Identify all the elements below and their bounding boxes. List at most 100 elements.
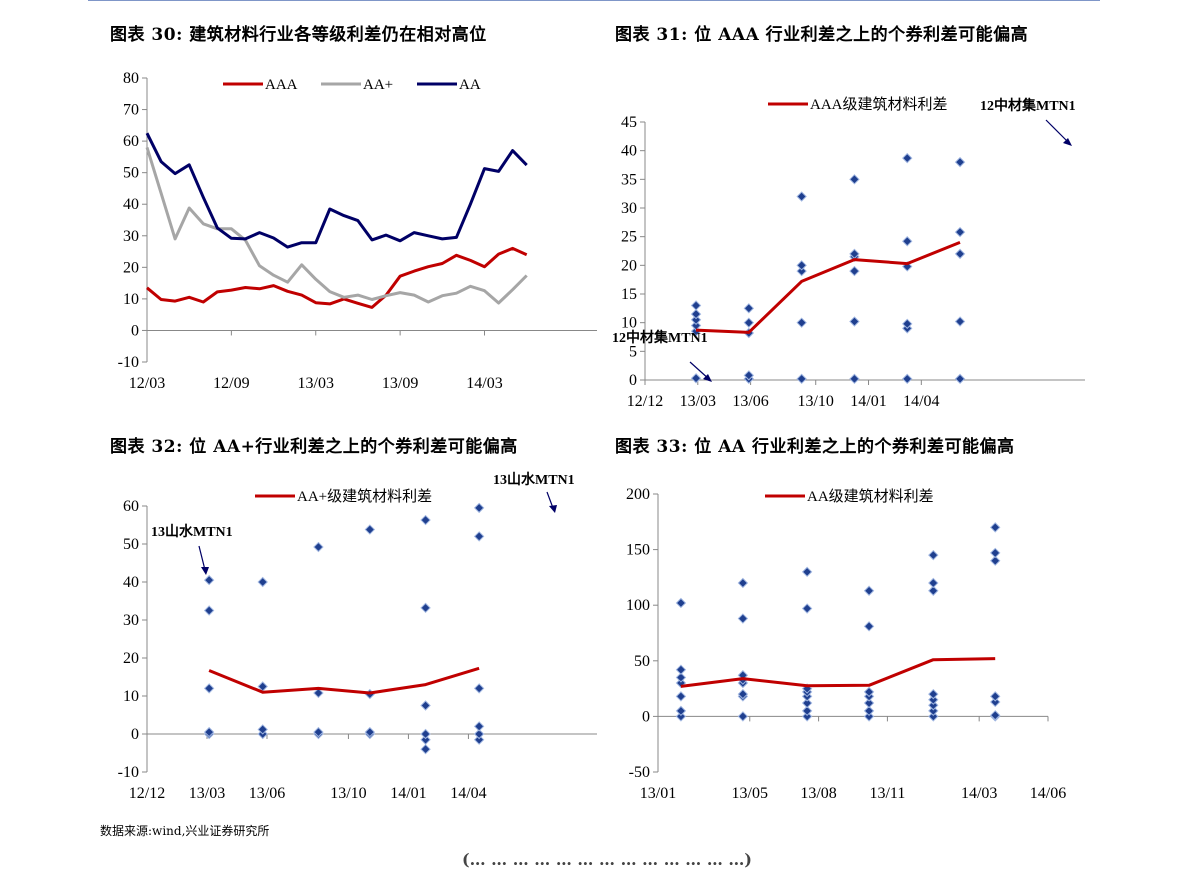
chart-31: 0 5 10 15 20 25 30 35 40 45 12/12 13/03 13/06 13/10 14… [612, 96, 1085, 410]
scatter-point [796, 265, 807, 277]
scatter-point [420, 728, 431, 740]
series-line-AA+ [145, 146, 528, 305]
chart-30: -10 0 10 20 30 40 50 60 70 80 12/03 12/09 13/03 13/09… [118, 70, 597, 392]
chart-33-title: 图表 33: 位 AA 行业利差之上的个券利差可能偏高 [615, 437, 1015, 457]
x-tick-label: 14/04 [903, 393, 939, 410]
scatter-point [796, 191, 807, 202]
scatter-point [801, 566, 813, 578]
scatter-point [313, 541, 324, 553]
x-tick-label: 12/12 [627, 393, 663, 410]
scatter-point [796, 373, 807, 385]
y-tick-label: 30 [123, 612, 139, 629]
y-tick-label: 30 [123, 228, 139, 245]
scatter-point [796, 260, 807, 271]
scatter-point [473, 734, 485, 745]
scatter-point [954, 156, 966, 168]
scatter-point [928, 705, 939, 717]
legend-label: AA [459, 77, 481, 93]
x-tick-label: 14/01 [850, 393, 886, 410]
scatter-point [203, 726, 215, 738]
scatter-point [743, 303, 755, 314]
scatter-point [690, 300, 702, 311]
scatter-point [928, 711, 939, 722]
y-tick-label: 50 [123, 536, 139, 553]
scatter-point [801, 697, 813, 709]
chart-31-title: 图表 31: 位 AAA 行业利差之上的个券利差可能偏高 [615, 25, 1029, 45]
legend-label: AA+级建筑材料利差 [297, 488, 432, 505]
y-tick-label: 20 [621, 257, 637, 274]
y-tick-label: 200 [626, 486, 650, 503]
series-line-AA [145, 132, 528, 249]
y-tick-label: 0 [131, 322, 139, 339]
scatter-point [675, 664, 687, 675]
scatter-point [954, 316, 966, 327]
annotation-arrowhead [1063, 138, 1072, 146]
scatter-point [420, 514, 431, 526]
scatter-point [473, 683, 485, 694]
scatter-point [863, 697, 875, 709]
y-tick-label: 10 [123, 688, 139, 705]
y-tick-label: 5 [629, 343, 637, 360]
y-tick-label: 40 [621, 143, 637, 160]
annotation-label: 13山水MTN1 [493, 471, 575, 488]
scatter-point [863, 686, 875, 698]
scatter-point [954, 248, 966, 260]
scatter-point [737, 711, 749, 722]
scatter-point [990, 691, 1001, 702]
scatter-point [902, 318, 913, 330]
scatter-point [364, 524, 376, 535]
y-tick-label: 40 [123, 574, 139, 591]
scatter-point [928, 549, 939, 561]
scatter-point [954, 226, 966, 238]
scatter-point [737, 577, 749, 589]
scatter-point [364, 726, 376, 738]
scatter-point [313, 687, 324, 699]
scatter-point [902, 152, 913, 164]
y-tick-label: 30 [621, 200, 637, 217]
y-tick-label: 0 [642, 708, 650, 725]
y-tick-label: 35 [621, 171, 637, 188]
scatter-point [990, 696, 1001, 708]
scatter-point [690, 373, 702, 384]
x-tick-label: 13/09 [382, 375, 418, 392]
chart-32-title: 图表 32: 位 AA+行业利差之上的个券利差可能偏高 [110, 437, 518, 457]
scatter-point [902, 236, 913, 247]
series-line-AAA [146, 246, 528, 309]
scatter-point [902, 373, 913, 385]
y-tick-label: -10 [118, 764, 139, 781]
scatter-point [743, 317, 755, 328]
scatter-point [928, 694, 939, 705]
scatter-point [863, 705, 875, 717]
x-tick-label: 13/01 [640, 785, 676, 802]
scatter-point [849, 174, 860, 185]
scatter-point [737, 613, 749, 624]
chart-30-title: 图表 30: 建筑材料行业各等级利差仍在相对高位 [110, 25, 487, 45]
scatter-point [928, 688, 939, 700]
y-tick-label: 45 [621, 114, 637, 131]
y-tick-label: 0 [629, 372, 637, 389]
chart-33: -50 0 50 100 150 200 13/01 13/05 13/08 13/11 14/03… [626, 486, 1066, 802]
series-line-AAA级建筑材料利差 [695, 241, 961, 334]
scatter-point [473, 721, 485, 732]
x-tick-label: 13/06 [249, 785, 285, 802]
x-tick-label: 13/08 [800, 785, 836, 802]
scatter-point [675, 705, 687, 717]
x-tick-label: 14/03 [961, 785, 997, 802]
series-line-AA级建筑材料利差 [680, 657, 996, 688]
x-tick-label: 13/10 [330, 785, 366, 802]
x-tick-label: 14/01 [390, 785, 426, 802]
scatter-point [675, 672, 687, 683]
legend-label: AA级建筑材料利差 [807, 488, 934, 505]
scatter-point [743, 370, 755, 381]
scatter-point [849, 373, 860, 385]
scatter-point [928, 585, 939, 596]
y-tick-label: -50 [629, 764, 650, 781]
y-tick-label: -10 [118, 354, 139, 371]
y-tick-label: 80 [123, 70, 139, 87]
scatter-point [257, 576, 268, 588]
x-tick-label: 14/04 [450, 785, 486, 802]
chart-32: -10 0 10 20 30 40 50 60 12/12 13/03 13/06 13/10 14/0… [118, 471, 597, 802]
scatter-point [420, 602, 431, 614]
scatter-point [954, 373, 966, 385]
scatter-point [863, 621, 875, 632]
